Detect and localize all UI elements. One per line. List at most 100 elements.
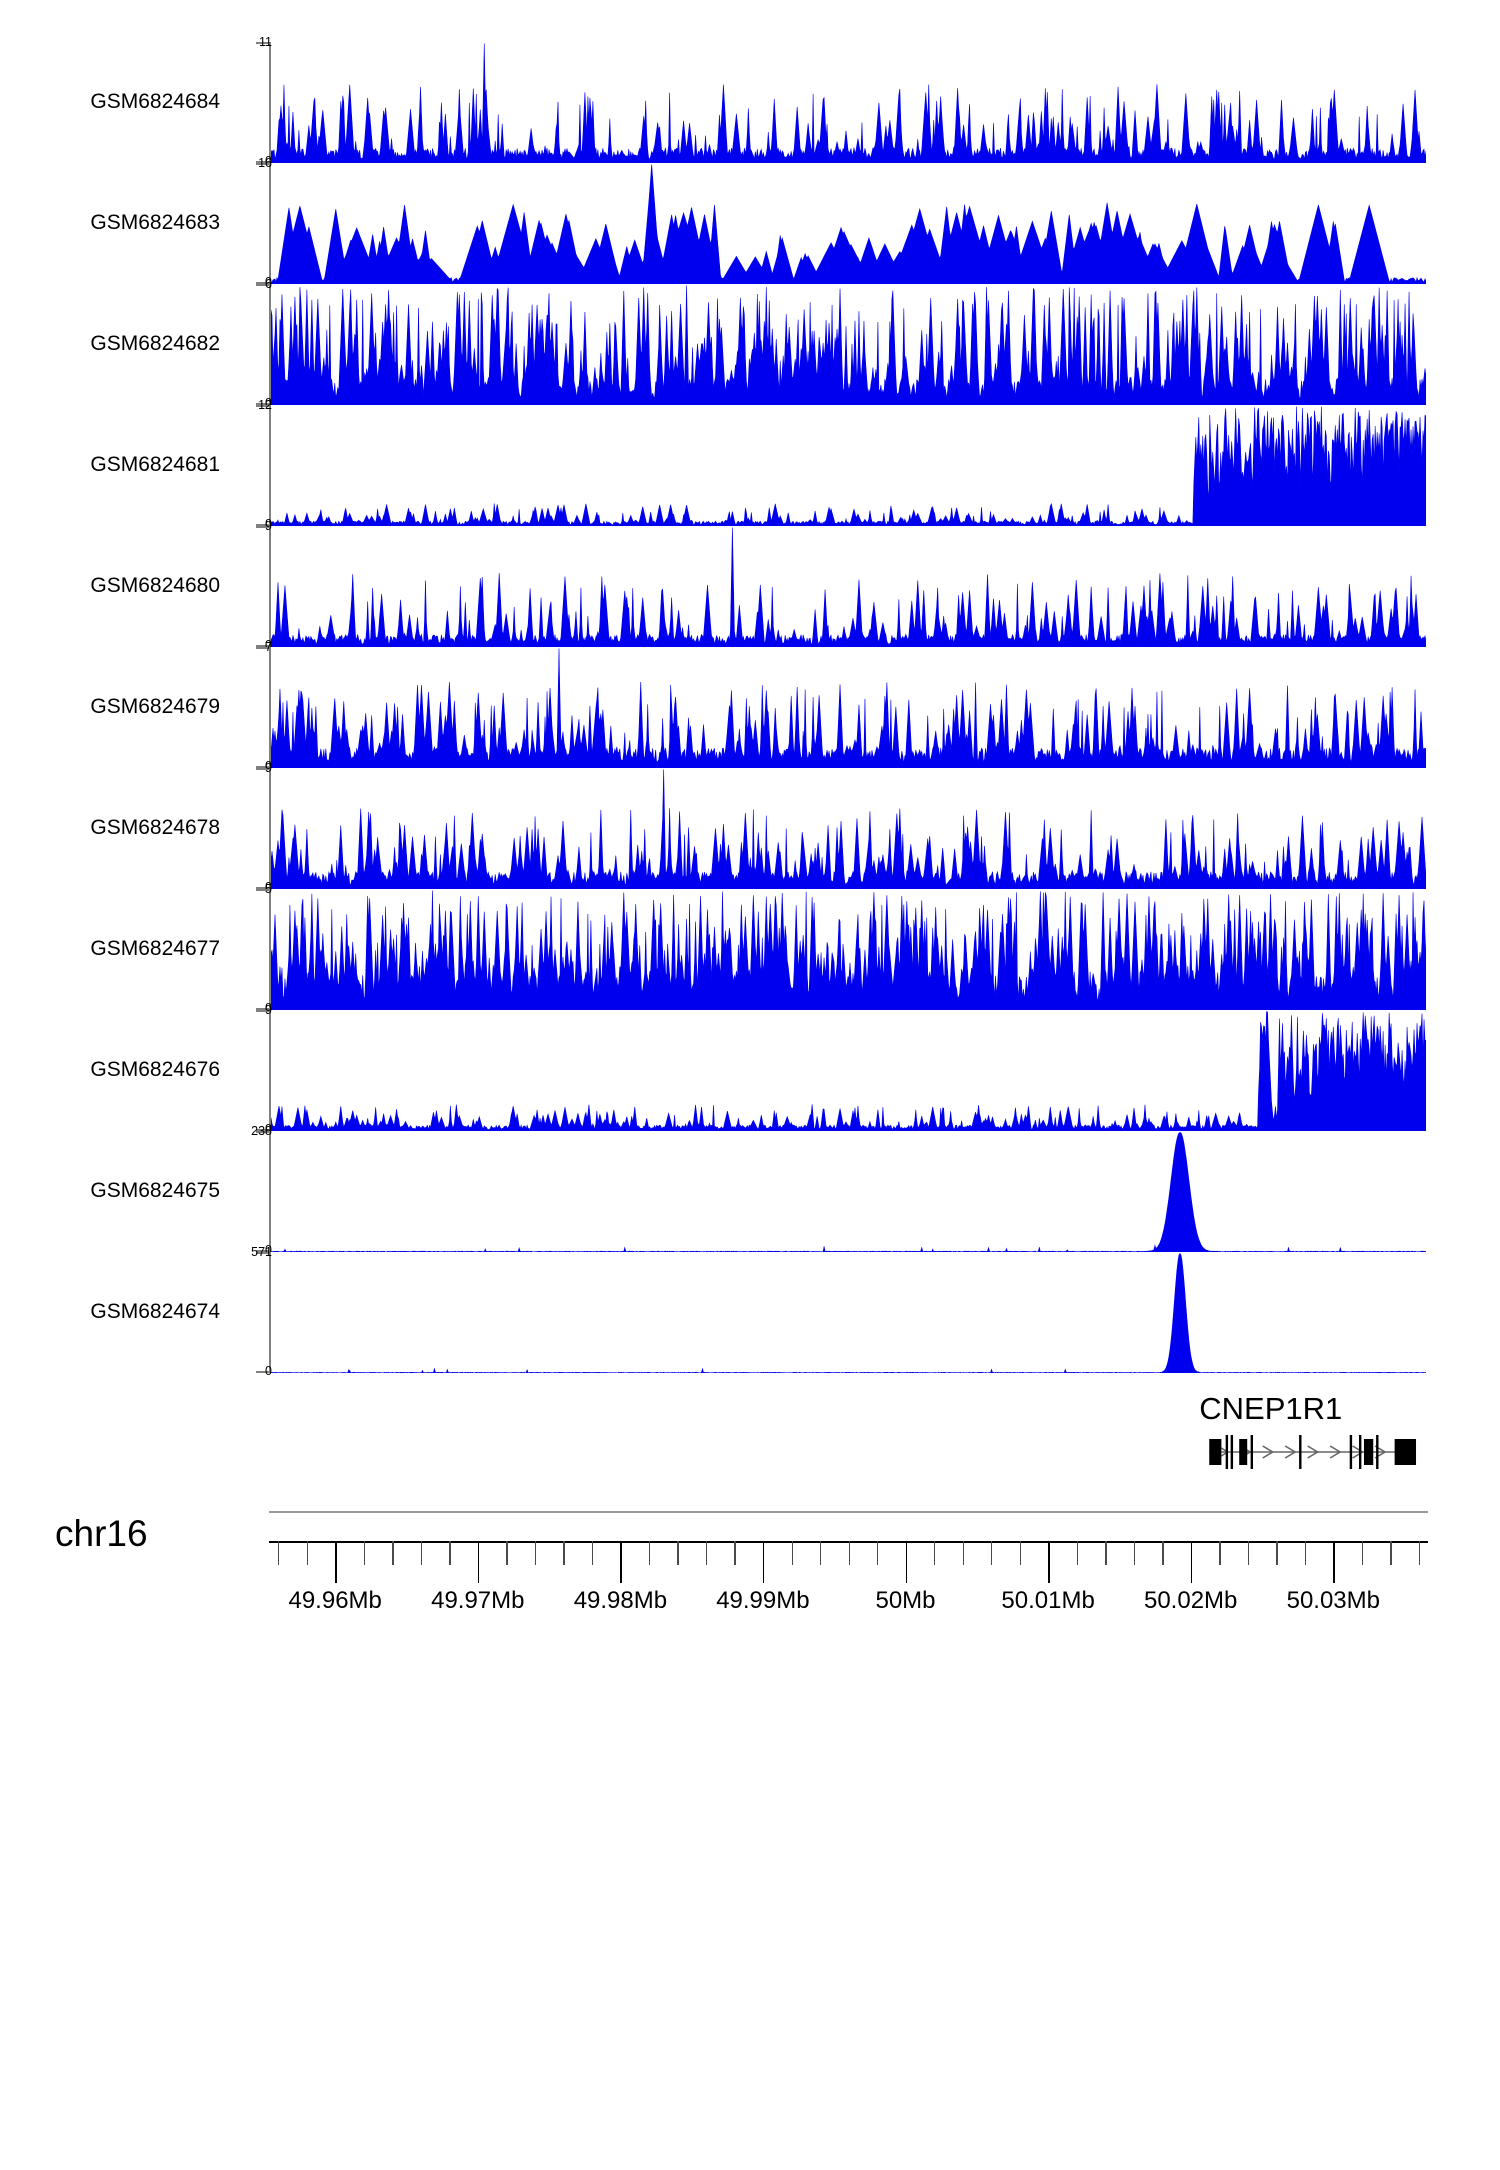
coverage-plot-gsm6824683[interactable]	[271, 163, 1426, 284]
ruler-major-tick	[477, 1541, 480, 1583]
ruler-tick-label: 50.02Mb	[1143, 1587, 1238, 1614]
coverage-plot-gsm6824676[interactable]	[271, 1010, 1426, 1131]
ruler-minor-tick	[1076, 1541, 1078, 1565]
y-axis-min-label: 0	[265, 1243, 272, 1257]
coverage-track[interactable]: GSM6824676 9 0	[0, 1004, 1500, 1135]
y-axis-min-tick	[256, 403, 271, 405]
y-axis-min-label: 0	[265, 396, 272, 410]
y-axis-max-label: 9	[265, 519, 272, 533]
track-label-gsm6824680: GSM6824680	[90, 573, 220, 597]
track-y-axis-spine	[269, 889, 271, 1010]
ruler-minor-tick	[306, 1541, 308, 1565]
track-label-gsm6824681: GSM6824681	[90, 452, 220, 476]
ruler-minor-tick	[848, 1541, 850, 1565]
track-y-axis-spine	[269, 1010, 271, 1131]
y-axis-min-tick	[256, 1008, 271, 1010]
coverage-track[interactable]: GSM6824682 6 0	[0, 278, 1500, 409]
coverage-plot-gsm6824675[interactable]	[271, 1131, 1426, 1252]
track-y-axis-spine	[269, 526, 271, 647]
y-axis-max-tick	[256, 42, 271, 44]
track-label-gsm6824682: GSM6824682	[90, 331, 220, 355]
track-label-gsm6824676: GSM6824676	[90, 1057, 220, 1081]
y-axis-min-tick	[256, 524, 271, 526]
y-axis-max-tick	[256, 768, 271, 770]
ruler-minor-tick	[1162, 1541, 1164, 1565]
y-axis-min-tick	[256, 1371, 271, 1373]
ruler-minor-tick	[1105, 1541, 1107, 1565]
y-axis-max-label: 9	[265, 761, 272, 775]
track-label-gsm6824678: GSM6824678	[90, 815, 220, 839]
gene-annotation-track[interactable]: CNEP1R1	[0, 1391, 1500, 1481]
y-axis-min-label: 0	[265, 638, 272, 652]
coverage-plot-gsm6824678[interactable]	[271, 768, 1426, 889]
coverage-plot-gsm6824674[interactable]	[271, 1252, 1426, 1373]
ruler-tick-label: 49.98Mb	[573, 1587, 668, 1614]
coverage-track[interactable]: GSM6824677 5 0	[0, 883, 1500, 1014]
track-label-gsm6824675: GSM6824675	[90, 1178, 220, 1202]
ruler-tick-label: 49.99Mb	[716, 1587, 810, 1614]
ruler-major-tick	[620, 1541, 622, 1583]
y-axis-max-tick	[256, 1010, 271, 1012]
y-axis-min-tick	[256, 645, 271, 647]
ruler-minor-tick	[1361, 1541, 1364, 1565]
gene-name-label: CNEP1R1	[1199, 1391, 1343, 1426]
ruler-minor-tick	[1390, 1541, 1392, 1565]
y-axis-min-label: 0	[265, 517, 272, 531]
ruler-minor-tick	[278, 1541, 280, 1565]
y-axis-max-tick	[256, 284, 271, 286]
ruler-top-line	[269, 1511, 1428, 1513]
genome-coordinate-ruler: chr16 49.96Mb 49.97Mb 49.98Mb 49.99Mb 50Mb 50.…	[0, 1499, 1500, 1639]
ruler-minor-tick	[1418, 1541, 1421, 1565]
ruler-minor-tick	[1133, 1541, 1136, 1565]
ruler-minor-tick	[449, 1541, 451, 1565]
y-axis-min-label: 0	[265, 1001, 272, 1015]
track-label-gsm6824679: GSM6824679	[90, 694, 220, 718]
track-label-gsm6824677: GSM6824677	[90, 936, 220, 960]
ruler-major-tick	[335, 1541, 337, 1583]
coverage-plot-gsm6824677[interactable]	[271, 889, 1426, 1010]
ruler-minor-tick	[648, 1541, 651, 1565]
coverage-track[interactable]: GSM6824680 9 0	[0, 520, 1500, 651]
coverage-plot-gsm6824681[interactable]	[271, 405, 1426, 526]
coverage-track[interactable]: GSM6824684 11 0	[0, 36, 1500, 167]
y-axis-max-label: 571	[251, 1245, 272, 1259]
y-axis-max-tick	[256, 1252, 271, 1254]
ruler-major-tick	[1333, 1541, 1335, 1583]
coverage-track[interactable]: GSM6824681 12 0	[0, 399, 1500, 530]
ruler-minor-tick	[420, 1541, 423, 1565]
track-label-gsm6824683: GSM6824683	[90, 210, 220, 234]
ruler-minor-tick	[563, 1541, 565, 1565]
ruler-minor-tick	[677, 1541, 679, 1565]
coverage-track[interactable]: GSM6824679 7 0	[0, 641, 1500, 772]
y-axis-max-label: 16	[258, 156, 272, 170]
ruler-minor-tick	[734, 1541, 736, 1565]
coverage-track[interactable]: GSM6824674 571 0	[0, 1246, 1500, 1377]
chromosome-label: chr16	[55, 1513, 148, 1554]
ruler-minor-tick	[791, 1541, 793, 1565]
coverage-track[interactable]: GSM6824675 238 0	[0, 1125, 1500, 1256]
y-axis-max-tick	[256, 163, 271, 165]
coverage-plot-gsm6824680[interactable]	[271, 526, 1426, 647]
coverage-plot-gsm6824682[interactable]	[271, 284, 1426, 405]
y-axis-min-tick	[256, 282, 271, 284]
ruler-minor-tick	[1219, 1541, 1221, 1565]
y-axis-max-label: 238	[251, 1124, 272, 1138]
coverage-track[interactable]: GSM6824678 9 0	[0, 762, 1500, 893]
ruler-minor-tick	[392, 1541, 394, 1565]
ruler-tick-label: 49.97Mb	[431, 1587, 525, 1614]
y-axis-max-tick	[256, 889, 271, 891]
y-axis-max-label: 7	[265, 640, 272, 654]
coverage-plot-gsm6824684[interactable]	[271, 42, 1426, 163]
track-y-axis-spine	[269, 284, 271, 405]
ruler-major-tick	[1190, 1541, 1193, 1583]
coverage-plot-gsm6824679[interactable]	[271, 647, 1426, 768]
track-y-axis-spine	[269, 163, 271, 284]
ruler-minor-tick	[591, 1541, 594, 1565]
ruler-minor-tick	[991, 1541, 993, 1565]
y-axis-max-tick	[256, 526, 271, 528]
ruler-minor-tick	[934, 1541, 936, 1565]
ruler-major-tick	[762, 1541, 765, 1583]
coverage-track[interactable]: GSM6824683 16 0	[0, 157, 1500, 288]
gene-model-glyph[interactable]	[0, 1435, 1500, 1487]
